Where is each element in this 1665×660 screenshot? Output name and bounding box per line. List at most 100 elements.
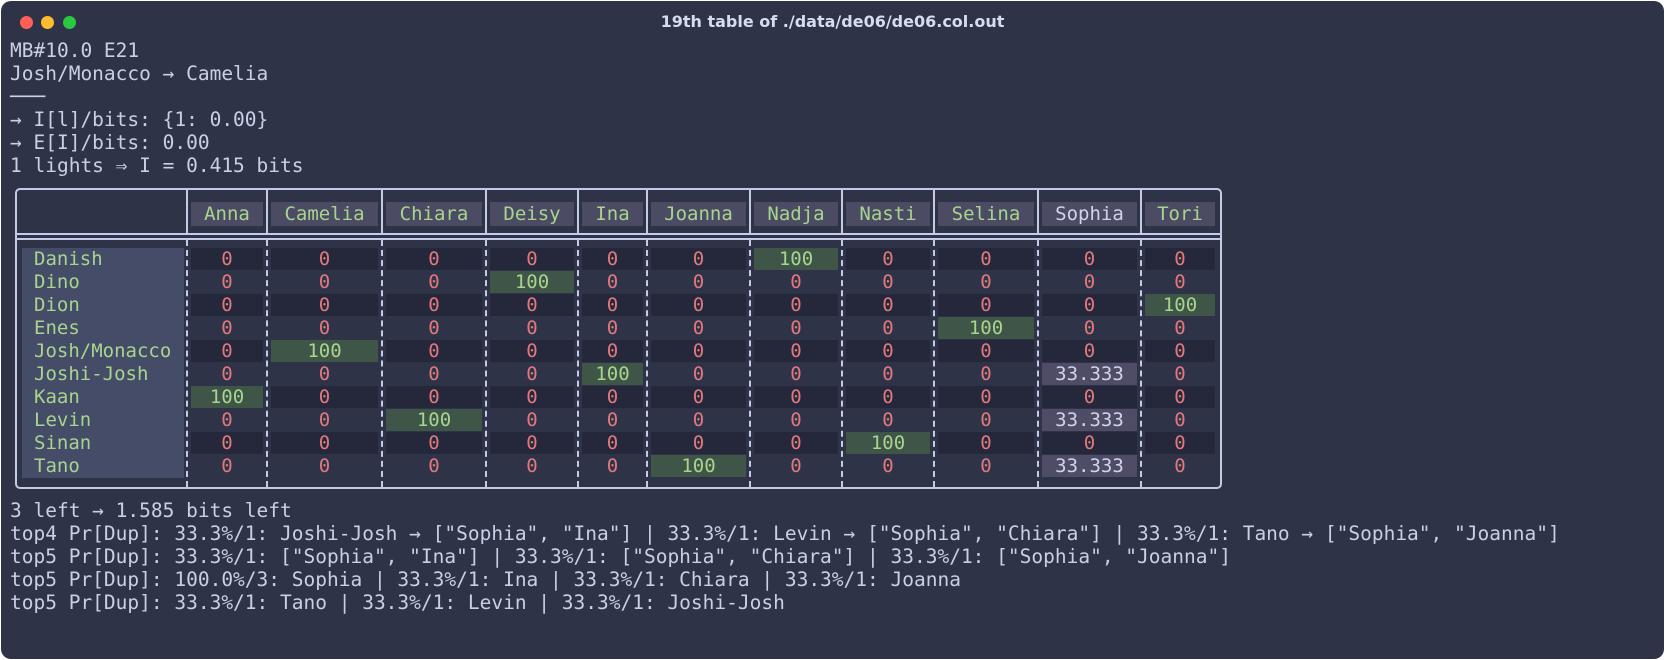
header-line: → E[I]/bits: 0.00: [10, 131, 210, 154]
table-cell: 0: [490, 294, 574, 316]
minimize-window-button[interactable]: [41, 16, 54, 29]
table-cell: 0: [271, 294, 378, 316]
column-separator: [485, 190, 487, 234]
table-cell: 0: [1042, 294, 1137, 316]
header-line: 1 lights ⇒ I = 0.415 bits: [10, 154, 304, 177]
table-cell: 0: [980, 363, 992, 385]
table-cell: 0: [1042, 432, 1137, 454]
table-cell: 0: [1083, 317, 1096, 339]
table-cell: 0: [386, 432, 482, 454]
table-cell: 0: [846, 294, 930, 316]
column-separator: [749, 190, 751, 234]
table-cell: 0: [428, 317, 440, 339]
table-cell: 0: [318, 455, 331, 477]
table-cell: 0: [386, 340, 482, 362]
window-title: 19th table of ./data/de06/de06.col.out: [660, 12, 1005, 31]
table-cell: 0: [318, 409, 331, 431]
row-label: Dino: [34, 271, 80, 293]
table-cell: 100: [1145, 294, 1215, 316]
table-cell: 0: [754, 386, 838, 408]
column-header-selina: Selina: [938, 202, 1034, 226]
table-cell: 0: [221, 363, 233, 385]
column-separator: [933, 190, 935, 234]
table-cell: 0: [1042, 386, 1137, 408]
table-cell: 0: [490, 432, 574, 454]
table-cell: 0: [221, 455, 233, 477]
header-separator: [17, 233, 1220, 235]
column-separator: [1140, 190, 1142, 234]
column-separator: [841, 240, 843, 487]
column-separator: [186, 190, 188, 234]
table-cell: 0: [1174, 363, 1186, 385]
header-line: MB#10.0 E21: [10, 39, 140, 62]
table-cell: 0: [318, 317, 331, 339]
table-cell: 0: [846, 340, 930, 362]
table-cell: 0: [271, 386, 378, 408]
table-cell: 0: [651, 294, 746, 316]
table-cell: 0: [1174, 409, 1186, 431]
table-cell: 0: [1145, 386, 1215, 408]
probability-table: Anna Camelia Chiara Deisy Ina Joanna Nadja Nast…: [15, 188, 1222, 489]
title-bar: 19th table of ./data/de06/de06.col.out: [1, 1, 1664, 41]
footer-line: 3 left → 1.585 bits left: [10, 499, 292, 522]
table-cell: 0: [1145, 340, 1215, 362]
row-label: Kaan: [34, 386, 80, 408]
table-cell: 0: [386, 294, 482, 316]
table-cell: 100: [846, 432, 930, 454]
table-cell: 0: [1083, 271, 1096, 293]
table-cell: 0: [191, 432, 263, 454]
table-cell: 0: [526, 317, 538, 339]
column-separator: [646, 190, 648, 234]
table-cell: 0: [790, 409, 802, 431]
table-cell: 0: [428, 455, 440, 477]
column-header-sophia: Sophia: [1042, 202, 1137, 226]
row-label: Tano: [34, 455, 80, 477]
table-cell: 0: [582, 340, 643, 362]
table-cell: 0: [651, 386, 746, 408]
column-separator: [266, 190, 268, 234]
row-label: Enes: [34, 317, 80, 339]
table-cell: 0: [1174, 271, 1186, 293]
column-separator: [577, 190, 579, 234]
row-label: Danish: [34, 248, 103, 270]
footer-line: top5 Pr[Dup]: 100.0%/3: Sophia | 33.3%/1…: [10, 568, 961, 591]
table-cell: 0: [1042, 248, 1137, 270]
table-cell: 0: [582, 294, 643, 316]
column-separator: [381, 240, 383, 487]
table-cell: 0: [938, 386, 1034, 408]
table-cell: 0: [651, 340, 746, 362]
table-cell: 0: [526, 363, 538, 385]
table-cell: 0: [191, 248, 263, 270]
table-cell: 0: [692, 363, 705, 385]
table-cell: 0: [882, 271, 894, 293]
table-cell: 0: [606, 455, 619, 477]
table-cell: 0: [938, 294, 1034, 316]
column-separator: [485, 240, 487, 487]
table-cell: 33.333: [1042, 455, 1137, 477]
column-header-anna: Anna: [191, 202, 263, 226]
column-separator: [381, 190, 383, 234]
table-cell: 0: [882, 455, 894, 477]
column-header-nadja: Nadja: [754, 202, 838, 226]
table-cell: 0: [490, 248, 574, 270]
column-separator: [841, 190, 843, 234]
table-cell: 0: [428, 363, 440, 385]
table-cell: 0: [790, 317, 802, 339]
header-line: Josh/Monacco → Camelia: [10, 62, 269, 85]
column-separator: [1037, 190, 1039, 234]
table-cell: 100: [386, 409, 482, 431]
table-cell: 0: [428, 271, 440, 293]
maximize-window-button[interactable]: [63, 16, 76, 29]
header-separator: [17, 238, 1220, 240]
table-cell: 100: [651, 455, 746, 477]
table-cell: 0: [271, 248, 378, 270]
table-cell: 100: [490, 271, 574, 293]
table-cell: 0: [221, 317, 233, 339]
table-cell: 100: [938, 317, 1034, 339]
table-cell: 0: [790, 271, 802, 293]
close-window-button[interactable]: [20, 16, 33, 29]
header-line: ───: [10, 85, 46, 108]
table-cell: 33.333: [1042, 409, 1137, 431]
row-label: Josh/Monacco: [34, 340, 172, 362]
table-cell: 0: [651, 432, 746, 454]
